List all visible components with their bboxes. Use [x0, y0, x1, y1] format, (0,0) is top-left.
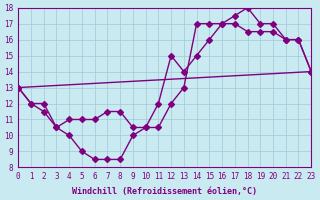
X-axis label: Windchill (Refroidissement éolien,°C): Windchill (Refroidissement éolien,°C): [72, 187, 257, 196]
